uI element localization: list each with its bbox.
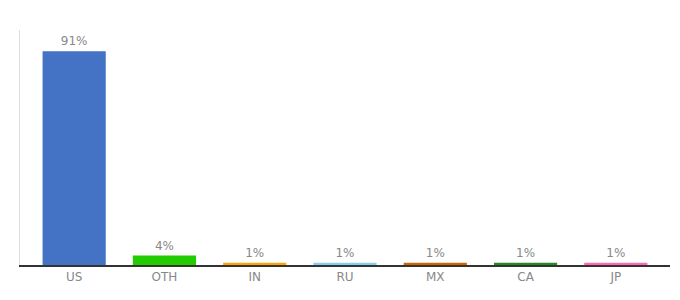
svg-text:US: US bbox=[66, 270, 82, 284]
svg-text:4%: 4% bbox=[155, 239, 174, 253]
svg-text:1%: 1% bbox=[245, 246, 264, 260]
svg-text:91%: 91% bbox=[61, 34, 88, 48]
svg-text:IN: IN bbox=[248, 270, 261, 284]
svg-text:CA: CA bbox=[517, 270, 534, 284]
svg-text:JP: JP bbox=[609, 270, 621, 284]
svg-text:1%: 1% bbox=[335, 246, 354, 260]
svg-text:OTH: OTH bbox=[152, 270, 178, 284]
svg-text:1%: 1% bbox=[606, 246, 625, 260]
svg-text:1%: 1% bbox=[516, 246, 535, 260]
svg-text:MX: MX bbox=[426, 270, 445, 284]
svg-text:1%: 1% bbox=[426, 246, 445, 260]
svg-text:RU: RU bbox=[336, 270, 353, 284]
